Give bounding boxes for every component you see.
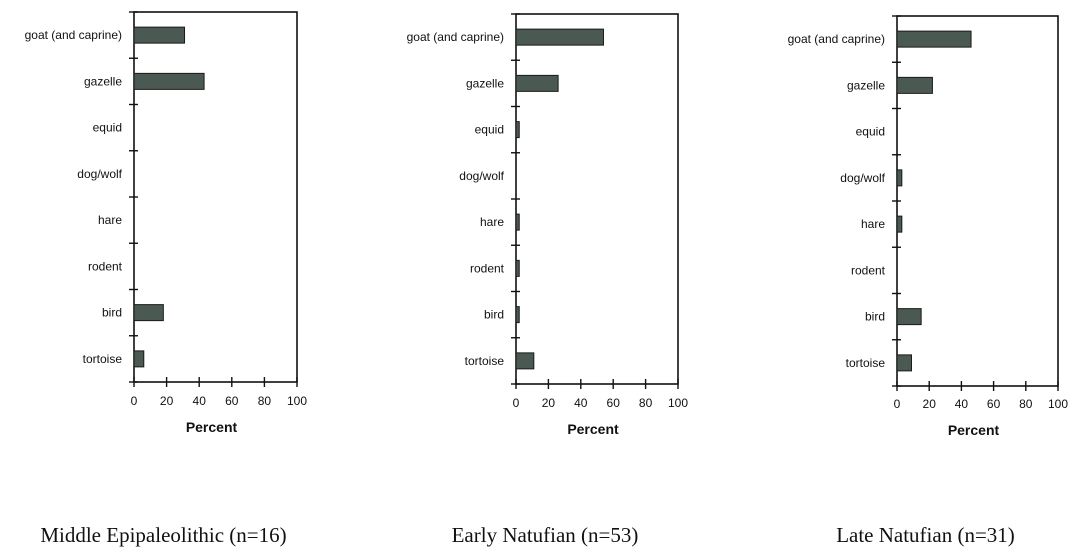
bar-gazelle (133, 72, 205, 90)
category-label: tortoise (83, 352, 123, 366)
x-axis-title: Percent (186, 419, 238, 435)
chart-caption: Early Natufian (n=53) (452, 523, 639, 547)
category-label: tortoise (465, 354, 505, 368)
category-label: gazelle (84, 74, 122, 88)
category-label: rodent (470, 261, 505, 275)
x-tick-label: 60 (987, 397, 1001, 411)
bar-bird (515, 306, 520, 324)
bar-gazelle (515, 74, 559, 92)
chart-caption: Middle Epipaleolithic (n=16) (40, 523, 286, 547)
category-label: gazelle (847, 78, 885, 92)
plot-frame (515, 13, 679, 385)
category-label: equid (856, 125, 885, 139)
x-tick-label: 20 (542, 396, 556, 410)
x-tick-label: 0 (513, 396, 520, 410)
x-tick-label: 20 (923, 397, 937, 411)
x-tick-label: 100 (287, 394, 307, 408)
x-tick-label: 60 (607, 396, 621, 410)
bar-goat-and-caprine (896, 30, 972, 48)
category-label: bird (484, 308, 504, 322)
bar-gazelle (896, 76, 933, 94)
category-label: dog/wolf (459, 169, 504, 183)
category-label: gazelle (466, 76, 504, 90)
x-axis-title: Percent (948, 422, 1000, 438)
bar-tortoise (896, 354, 912, 372)
chart-caption: Late Natufian (n=31) (836, 523, 1015, 547)
x-tick-label: 100 (1048, 397, 1068, 411)
category-label: bird (102, 306, 122, 320)
chart-panel-2: goat (and caprine) gazelle equid dog/wolf ha… (407, 13, 688, 547)
chart-panel-1: goat (and caprine) gazelle equid dog/wolf ha… (25, 11, 307, 547)
bar-hare (515, 213, 520, 231)
x-tick-label: 0 (894, 397, 901, 411)
x-tick-label: 60 (225, 394, 239, 408)
bar-rodent (515, 259, 520, 277)
category-label: dog/wolf (77, 167, 122, 181)
category-label: bird (865, 310, 885, 324)
x-tick-label: 80 (1019, 397, 1033, 411)
chart-panel-3: goat (and caprine) gazelle equid dog/wolf ha… (788, 15, 1068, 547)
x-tick-label: 80 (639, 396, 653, 410)
bar-dog-wolf (896, 169, 903, 187)
bar-equid (515, 121, 520, 139)
x-tick-label: 40 (193, 394, 207, 408)
category-label: goat (and caprine) (407, 30, 504, 44)
category-label: goat (and caprine) (788, 32, 885, 46)
category-label: dog/wolf (840, 171, 885, 185)
x-axis-title: Percent (567, 421, 619, 437)
x-tick-label: 0 (131, 394, 138, 408)
bar-bird (896, 308, 922, 326)
category-label: rodent (88, 259, 123, 273)
category-label: equid (93, 121, 122, 135)
category-label: hare (861, 217, 885, 231)
x-tick-label: 100 (668, 396, 688, 410)
bar-bird (133, 304, 164, 322)
bar-hare (896, 215, 903, 233)
plot-frame (133, 11, 298, 383)
bar-tortoise (515, 352, 535, 370)
category-label: rodent (851, 263, 886, 277)
x-tick-label: 40 (574, 396, 588, 410)
bar-tortoise (133, 350, 145, 368)
bar-goat-and-caprine (133, 26, 186, 44)
category-label: hare (480, 215, 504, 229)
bar-goat-and-caprine (515, 28, 604, 46)
category-label: hare (98, 213, 122, 227)
category-label: tortoise (846, 356, 886, 370)
x-tick-label: 20 (160, 394, 174, 408)
category-label: equid (475, 123, 504, 137)
x-tick-label: 40 (955, 397, 969, 411)
category-label: goat (and caprine) (25, 28, 122, 42)
x-tick-label: 80 (258, 394, 272, 408)
plot-frame (896, 15, 1059, 387)
